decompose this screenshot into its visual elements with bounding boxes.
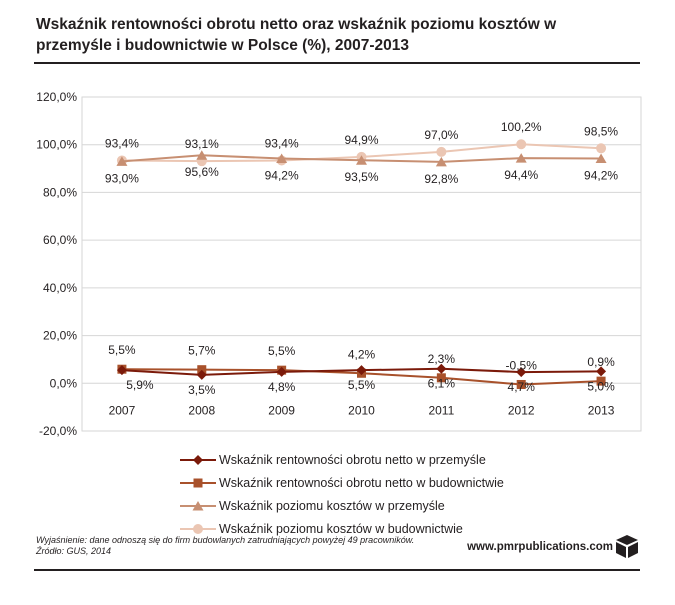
data-point — [435, 156, 447, 167]
legend-label: Wskaźnik poziomu kosztów w przemyśle — [219, 498, 445, 513]
footnote: Wyjaśnienie: dane odnoszą się do firm bu… — [36, 535, 414, 557]
top-rule — [34, 62, 640, 64]
explanation-note: Wyjaśnienie: dane odnoszą się do firm bu… — [36, 535, 415, 545]
x-tick-label: 2007 — [109, 403, 136, 417]
data-label: 94,4% — [504, 168, 538, 182]
legend-item-construction-profitability: Wskaźnik rentowności obrotu netto w budo… — [180, 471, 504, 494]
bottom-rule — [34, 569, 640, 571]
data-label: -0,5% — [506, 358, 538, 372]
data-label: 93,4% — [265, 136, 299, 150]
data-label: 94,2% — [265, 169, 299, 183]
data-point — [516, 139, 527, 150]
chart-title: Wskaźnik rentowności obrotu netto oraz w… — [36, 16, 557, 54]
legend: Wskaźnik rentowności obrotu netto w prze… — [180, 448, 504, 540]
source-note: Źródło: GUS, 2014 — [36, 546, 112, 556]
data-label: 93,5% — [344, 170, 378, 184]
data-point — [596, 366, 607, 377]
data-label: 6,1% — [428, 377, 456, 391]
data-point — [356, 365, 367, 376]
y-tick-label: 60,0% — [43, 233, 77, 247]
legend-label: Wskaźnik rentowności obrotu netto w prze… — [219, 452, 486, 467]
data-label: 5,0% — [587, 379, 615, 393]
legend-item-industry-profitability: Wskaźnik rentowności obrotu netto w prze… — [180, 448, 504, 471]
data-point — [596, 143, 607, 154]
legend-item-construction-cost-level: Wskaźnik poziomu kosztów w budownictwie — [180, 517, 504, 540]
data-label: 5,7% — [188, 344, 216, 358]
x-tick-label: 2012 — [508, 403, 535, 417]
diamond-marker-icon — [180, 454, 216, 465]
x-tick-label: 2009 — [268, 403, 295, 417]
data-label: 93,0% — [105, 171, 139, 185]
data-label: 94,2% — [584, 169, 618, 183]
data-label: 5,5% — [108, 343, 136, 357]
data-label: 93,1% — [185, 137, 219, 151]
y-tick-label: 40,0% — [43, 281, 77, 295]
data-point — [276, 153, 288, 164]
data-point — [515, 153, 527, 163]
y-tick-label: 80,0% — [43, 185, 77, 199]
data-point — [196, 150, 208, 160]
data-label: 94,9% — [344, 133, 378, 147]
data-point — [436, 146, 447, 157]
data-point — [516, 367, 527, 378]
data-point — [595, 153, 607, 164]
x-tick-label: 2008 — [188, 403, 215, 417]
data-label: 4,7% — [508, 380, 536, 394]
x-tick-label: 2013 — [588, 403, 615, 417]
data-label: 4,2% — [348, 347, 376, 361]
data-label: 97,0% — [424, 128, 458, 142]
x-tick-label: 2011 — [428, 403, 454, 417]
data-label: 95,6% — [185, 165, 219, 179]
data-label: 5,5% — [348, 378, 376, 392]
data-point — [356, 155, 367, 165]
legend-label: Wskaźnik rentowności obrotu netto w budo… — [219, 475, 504, 490]
data-label: 4,8% — [268, 380, 296, 394]
data-label: 98,5% — [584, 124, 618, 138]
pmr-cube-logo-icon — [616, 535, 638, 558]
data-label: 100,2% — [501, 120, 542, 134]
y-tick-label: 120,0% — [36, 90, 77, 104]
y-tick-label: 20,0% — [43, 329, 77, 343]
data-point — [197, 365, 207, 375]
legend-label: Wskaźnik poziomu kosztów w budownictwie — [219, 521, 463, 536]
triangle-marker-icon — [180, 500, 216, 510]
data-point — [276, 366, 287, 377]
data-label: 2,3% — [428, 352, 456, 366]
data-point — [516, 379, 526, 389]
data-point — [196, 369, 207, 380]
y-tick-label: 0,0% — [50, 376, 78, 390]
legend-item-industry-cost-level: Wskaźnik poziomu kosztów w przemyśle — [180, 494, 504, 517]
data-label: 5,9% — [126, 378, 154, 392]
data-label: 5,5% — [268, 344, 296, 358]
square-marker-icon — [180, 478, 216, 487]
data-point — [436, 373, 446, 383]
y-tick-label: -20,0% — [39, 424, 77, 438]
data-label: 3,5% — [188, 383, 216, 397]
circle-marker-icon — [180, 523, 216, 534]
y-tick-label: 100,0% — [36, 138, 77, 152]
data-label: 93,4% — [105, 136, 139, 150]
x-tick-label: 2010 — [348, 403, 375, 417]
line-chart: -20,0% 0,0% 20,0% 40,0% 60,0% 80,0% 100,0% 120,… — [36, 90, 642, 438]
data-label: 0,9% — [587, 355, 615, 369]
data-point — [436, 363, 447, 374]
data-label: 92,8% — [424, 172, 458, 186]
data-point — [116, 156, 128, 166]
data-point — [116, 365, 127, 376]
website-link[interactable]: www.pmrpublications.com — [467, 541, 613, 553]
data-point — [596, 376, 606, 386]
